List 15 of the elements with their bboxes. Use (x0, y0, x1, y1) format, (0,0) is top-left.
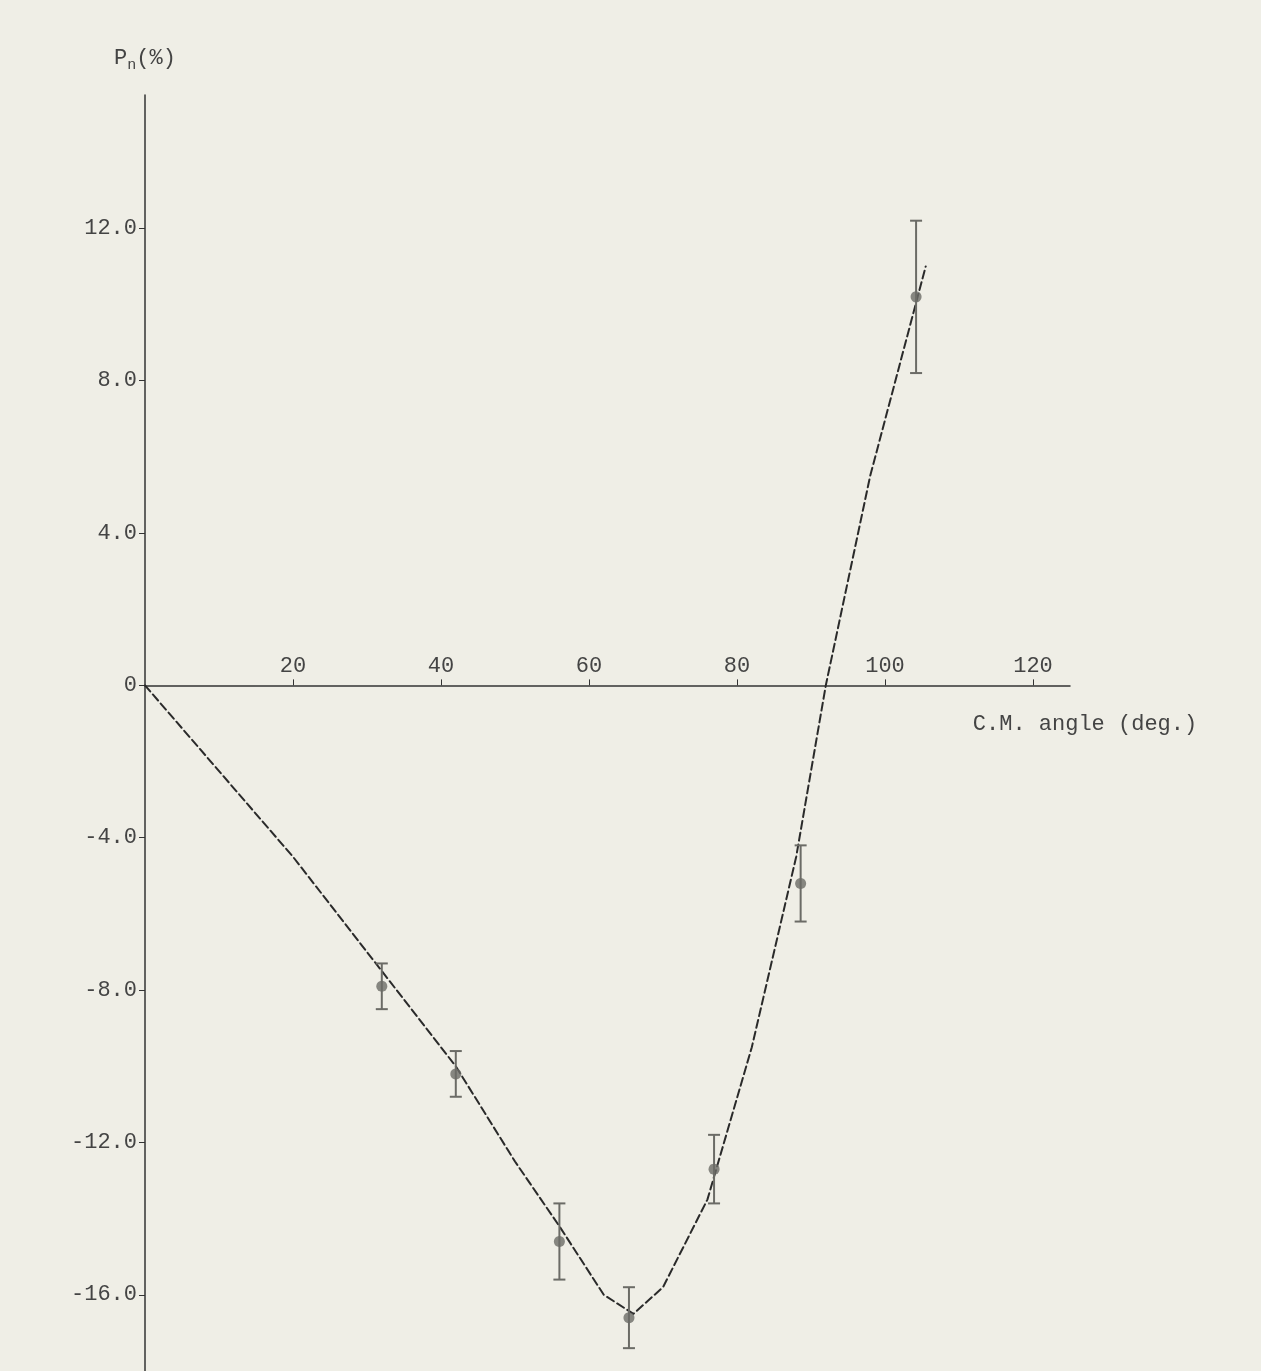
x-tick-label: 120 (1013, 653, 1053, 679)
y-tick-label: -12.0 (70, 1129, 137, 1155)
x-tick-label: 100 (865, 653, 905, 679)
x-tick-label: 80 (723, 653, 751, 679)
x-axis-title: C.M. angle (deg.) (972, 711, 1198, 737)
y-tick-label: -4.0 (84, 825, 137, 851)
x-tick-label: 40 (427, 653, 455, 679)
y-tick-label: 12.0 (84, 215, 137, 241)
x-tick-label: 20 (279, 653, 307, 679)
x-tick-label: 60 (575, 653, 603, 679)
y-tick-label: 4.0 (97, 520, 137, 546)
y-tick-label: 0 (123, 672, 137, 698)
y-tick-label: -16.0 (70, 1282, 137, 1308)
y-tick-label: -8.0 (84, 977, 137, 1003)
y-tick-label: 8.0 (97, 368, 137, 394)
